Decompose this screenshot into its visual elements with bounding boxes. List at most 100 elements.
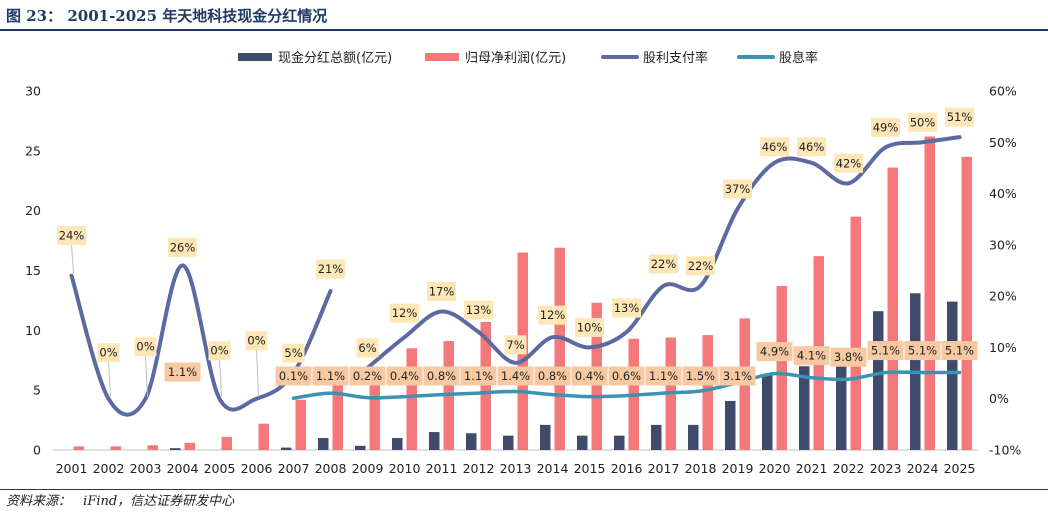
dividend-bar	[651, 424, 662, 450]
payout-data-label-box	[612, 298, 641, 318]
y2-tick-label: 30%	[989, 237, 1017, 252]
y-tick-label: 0	[33, 443, 41, 458]
yield-data-label-box	[460, 366, 497, 386]
dividend-bar	[688, 424, 699, 450]
yield-data-label: 1.4%	[501, 369, 530, 383]
dividend-bar	[947, 301, 958, 450]
yield-data-label-box	[423, 366, 460, 386]
yield-data-label: 4.1%	[797, 349, 826, 363]
yield-data-label-box	[830, 347, 867, 367]
dividend-bar	[170, 448, 181, 450]
payout-data-label: 0%	[99, 346, 117, 360]
payout-data-label: 13%	[614, 301, 640, 315]
payout-data-label: 17%	[429, 285, 455, 299]
payout-data-label: 42%	[836, 156, 862, 170]
payout-data-label: 46%	[762, 140, 788, 154]
x-tick-label: 2004	[167, 461, 199, 476]
y-tick-label: 25	[25, 143, 41, 158]
payout-data-label-box	[97, 343, 120, 363]
title-rule	[0, 29, 1048, 31]
x-tick-label: 2018	[685, 461, 717, 476]
profit-bar	[332, 384, 343, 450]
yield-data-label-box	[645, 366, 682, 386]
dividend-bar	[466, 433, 477, 450]
payout-data-label: 7%	[506, 338, 524, 352]
dividend-bar	[281, 447, 292, 450]
payout-data-label-box	[760, 137, 789, 157]
x-tick-label: 2025	[944, 461, 976, 476]
y2-tick-label: 60%	[989, 84, 1017, 99]
profit-bar	[961, 156, 972, 451]
y-tick-label: 5	[33, 383, 41, 398]
y-tick-label: 10	[25, 323, 41, 338]
yield-data-label-box	[571, 366, 608, 386]
profit-bar	[406, 348, 417, 450]
profit-bar	[258, 423, 269, 450]
profit-bar	[776, 286, 787, 450]
yield-data-label-box	[349, 366, 386, 386]
legend-label-0: 现金分红总额(亿元)	[278, 50, 392, 66]
dividend-bar	[540, 424, 551, 450]
payout-data-label: 37%	[725, 182, 751, 196]
y2-tick-label: 20%	[989, 289, 1017, 304]
yield-data-label-box	[312, 366, 349, 386]
profit-bar	[110, 446, 121, 450]
profit-bar	[887, 167, 898, 450]
payout-data-label: 26%	[170, 240, 196, 254]
footer-rule	[0, 489, 1048, 490]
x-tick-label: 2020	[759, 461, 791, 476]
payout-data-label: 0%	[136, 340, 154, 354]
x-tick-label: 2019	[722, 461, 754, 476]
payout-data-label: 46%	[799, 140, 825, 154]
x-tick-label: 2002	[93, 461, 125, 476]
dividend-bar	[873, 311, 884, 450]
yield-data-label-box	[904, 341, 941, 361]
yield-data-label: 0.8%	[538, 369, 567, 383]
yield-data-label: 0.1%	[279, 369, 308, 383]
x-tick-label: 2012	[463, 461, 495, 476]
payout-data-label-box	[427, 282, 456, 302]
x-tick-label: 2013	[500, 461, 532, 476]
legend-swatch-0	[238, 53, 272, 61]
source-label: 资料来源：	[6, 494, 72, 509]
payout-data-label: 12%	[540, 308, 566, 322]
x-tick-label: 2011	[426, 461, 458, 476]
yield-data-label-box	[793, 346, 830, 366]
payout-data-label-box	[723, 179, 752, 199]
dividend-bar	[762, 374, 773, 450]
yield-data-label: 0.2%	[353, 369, 382, 383]
profit-bar	[850, 216, 861, 450]
legend: 现金分红总额(亿元) 归母净利润(亿元) 股利支付率 股息率	[238, 50, 818, 66]
payout-data-label: 0%	[210, 344, 228, 358]
yield-data-label-box	[608, 366, 645, 386]
payout-data-label: 24%	[59, 229, 85, 243]
payout-data-label-box	[871, 117, 900, 137]
payout-data-label-box	[538, 305, 567, 325]
yield-data-label: 3.8%	[834, 350, 863, 364]
source-note: 资料来源： iFind，信达证券研发中心	[6, 492, 234, 512]
yield-line	[291, 370, 962, 400]
dividend-bar	[614, 435, 625, 450]
payout-data-label: 50%	[910, 115, 936, 129]
x-tick-label: 2016	[611, 461, 643, 476]
yield-data-label: 1.1%	[316, 369, 345, 383]
x-tick-label: 2021	[796, 461, 828, 476]
payout-data-label-box	[908, 112, 937, 132]
payout-data-label: 22%	[688, 259, 714, 273]
yield-data-label-box	[756, 342, 793, 362]
payout-data-label: 49%	[873, 120, 899, 134]
payout-line	[365, 135, 962, 370]
payout-data-label-box	[649, 254, 678, 274]
yield-data-label: 0.6%	[612, 369, 641, 383]
profit-bar	[554, 247, 565, 450]
payout-data-label-box	[316, 259, 345, 279]
payout-data-label-box	[245, 331, 268, 351]
yield-data-label-box	[867, 341, 904, 361]
payout-data-label-box	[575, 317, 604, 337]
y-tick-label: 30	[25, 84, 41, 99]
payout-leader-line	[219, 359, 222, 397]
payout-data-label-box	[57, 226, 86, 246]
payout-data-label-box	[356, 338, 379, 358]
payout-data-label-box	[390, 303, 419, 323]
dividend-bar	[725, 400, 736, 450]
